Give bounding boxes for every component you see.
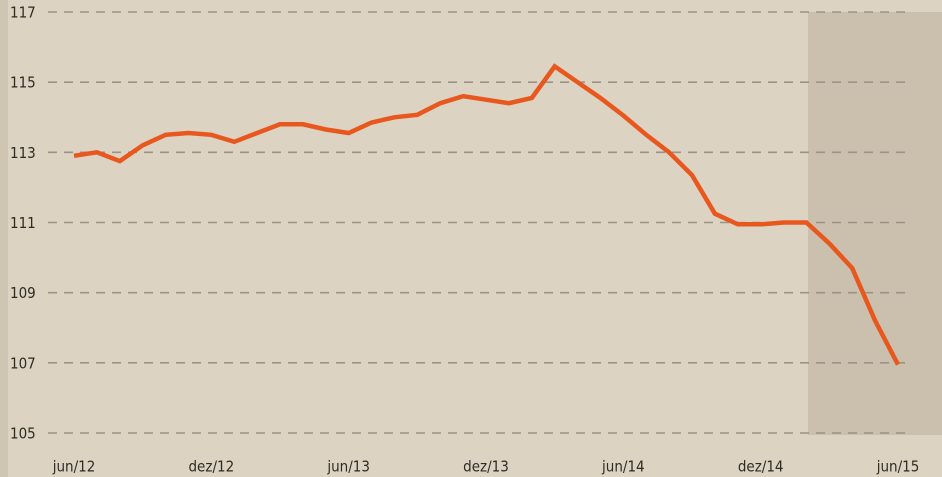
left-strip	[0, 0, 8, 477]
y-tick-label: 109	[10, 284, 36, 302]
y-tick-label: 105	[10, 425, 36, 443]
y-tick-label: 113	[10, 144, 36, 162]
y-tick-label: 111	[10, 214, 36, 232]
x-tick-label: jun/12	[52, 458, 96, 476]
forecast-shade	[808, 12, 942, 435]
x-tick-label: dez/12	[188, 458, 234, 476]
y-tick-label: 117	[10, 4, 36, 22]
x-tick-label: dez/13	[463, 458, 509, 476]
x-tick-label: jun/13	[326, 458, 370, 476]
y-tick-label: 115	[10, 74, 36, 92]
x-tick-label: dez/14	[738, 458, 784, 476]
y-tick-label: 107	[10, 354, 36, 372]
x-tick-label: jun/14	[601, 458, 645, 476]
x-tick-label: jun/15	[876, 458, 920, 476]
data-line	[73, 63, 900, 366]
